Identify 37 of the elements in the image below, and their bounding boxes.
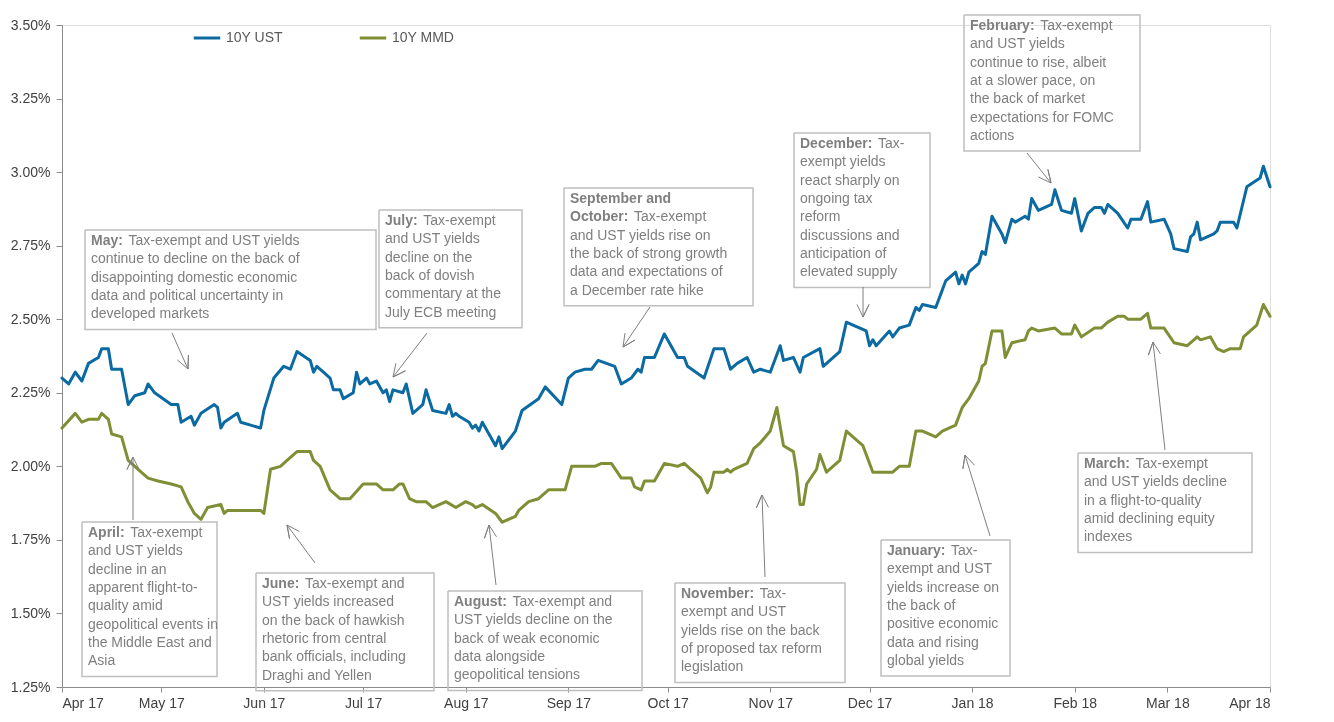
y-tick-label: 1.75% [10, 531, 51, 548]
annotation: May: Tax-exempt and UST yields continue to decline on the back of disappointing domestic economic data and political uncertainty in developed markets [91, 232, 300, 322]
y-tick-label: 1.25% [10, 678, 51, 695]
text: April: Tax-exempt and UST yields decline in an apparent flight-to- quality amid geopolitical events in the Middle East and Asia [88, 524, 218, 669]
y-tick-label: 3.50% [10, 16, 51, 33]
x-tick-label: Feb 18 [1053, 694, 1098, 711]
legend-label: 10Y MMD [392, 29, 454, 45]
y-tick-label: 2.00% [10, 457, 51, 474]
x-tick-label: Apr 18 [1229, 694, 1271, 711]
annotation: January: Tax- exempt and UST yields increase on the back of positive economic data and rising global yields [887, 542, 1000, 668]
x-tick-label: Jan 18 [951, 694, 994, 711]
x-tick-label: Oct 17 [647, 694, 689, 711]
x-tick-label: Jul 17 [344, 694, 383, 711]
line-series [60, 303, 1272, 524]
annotation: November: Tax- exempt and UST yields rise on the back of proposed tax reform legislation [681, 585, 822, 675]
annotation: March: Tax-exempt and UST yields decline in a flight-to-quality amid declining equity indexes [1084, 455, 1228, 545]
x-tick-label: Jun 17 [243, 694, 286, 711]
x-tick-label: Aug 17 [444, 694, 489, 711]
x-tick-label: May 17 [138, 694, 185, 711]
x-tick-label: Apr 17 [62, 694, 104, 711]
y-tick-label: 2.50% [10, 310, 51, 327]
y-tick-label: 2.25% [10, 384, 51, 401]
y-tick-label: 3.00% [10, 163, 51, 180]
y-tick-label: 1.50% [10, 604, 51, 621]
x-tick-label: Dec 17 [847, 694, 893, 711]
y-tick-label: 3.25% [10, 90, 51, 107]
annotation: July: Tax-exempt and UST yields decline on the back of dovish commentary at the July ECB meeting [385, 212, 502, 320]
annotation: August: Tax-exempt and UST yields decline on the back of weak economic data alongside geopolitical tensions [454, 593, 613, 683]
annotation: February: Tax-exempt and UST yields continue to rise, albeit at a slower pace, on the back of market expectations for FOMC actions [970, 17, 1114, 143]
text: December: Tax- exempt yields react sharply on ongoing tax reform discussions and anticipation of elevated supply [800, 135, 905, 280]
annotation: June: Tax-exempt and UST yields increased on the back of hawkish rhetoric from central bank officials, including Draghi and Yellen [262, 575, 406, 683]
legend-label: 10Y UST [226, 29, 283, 45]
x-tick-label: Nov 17 [748, 694, 794, 711]
x-tick-label: Sep 17 [546, 694, 592, 711]
y-tick-label: 2.75% [10, 237, 51, 254]
annotation: September and October: Tax-exempt and UST yields rise on the back of strong growth data and expectations of a December rate hike [570, 190, 728, 298]
x-tick-label: Mar 18 [1146, 694, 1190, 711]
